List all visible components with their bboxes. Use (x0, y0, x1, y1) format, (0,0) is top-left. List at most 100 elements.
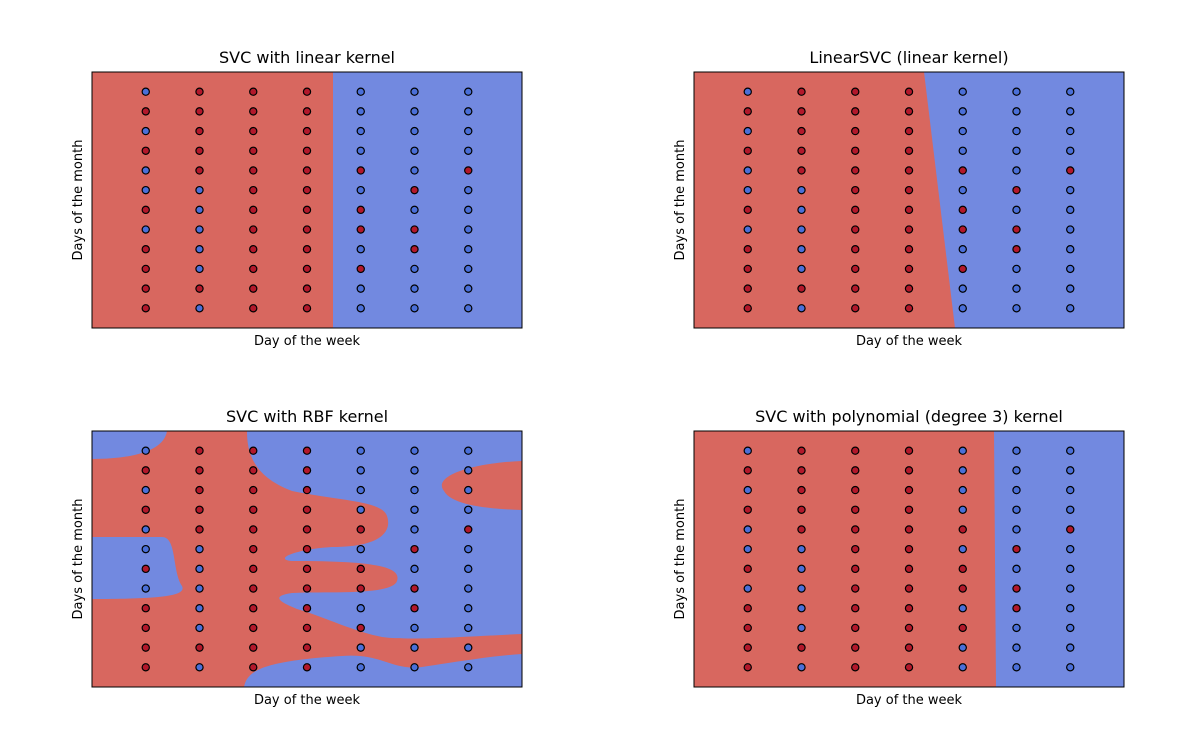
point (302, 146, 312, 155)
chart-title: LinearSVC (linear kernel) (809, 48, 1008, 67)
point (851, 205, 860, 215)
point (356, 304, 365, 313)
point (141, 564, 150, 574)
point (356, 225, 365, 234)
point (195, 146, 204, 155)
point (464, 643, 473, 652)
point (1012, 304, 1021, 313)
point (141, 205, 150, 215)
point (743, 604, 752, 613)
point (195, 126, 204, 136)
point (249, 564, 258, 574)
point (195, 544, 204, 554)
point (464, 225, 473, 234)
point (958, 107, 967, 116)
point (410, 584, 419, 593)
point (141, 505, 150, 514)
point (797, 505, 806, 514)
point (410, 185, 419, 195)
point (141, 623, 150, 633)
point (958, 604, 967, 613)
point (356, 205, 365, 215)
point (195, 505, 204, 514)
point (743, 107, 752, 116)
point (195, 525, 204, 534)
point (195, 564, 204, 574)
chart-title: SVC with RBF kernel (226, 407, 388, 426)
point (249, 284, 258, 293)
point (410, 564, 419, 574)
point (1012, 146, 1021, 155)
point (302, 663, 312, 672)
point (743, 525, 752, 534)
point (141, 643, 150, 652)
region (247, 431, 522, 639)
point (797, 225, 806, 234)
point (410, 623, 419, 633)
point (302, 126, 312, 136)
point (743, 225, 752, 234)
point (797, 544, 806, 554)
point (743, 166, 752, 175)
region (333, 72, 522, 328)
point (1066, 485, 1075, 495)
point (302, 225, 312, 234)
point (410, 466, 419, 475)
point (1012, 643, 1021, 652)
point (904, 623, 914, 633)
point (851, 564, 860, 574)
point (464, 205, 473, 215)
point (904, 544, 914, 554)
plot-frame (91, 71, 523, 329)
point (851, 126, 860, 136)
point (195, 623, 204, 633)
point (743, 126, 752, 136)
point (1012, 87, 1021, 96)
point (797, 564, 806, 574)
point (302, 107, 312, 116)
point (302, 446, 312, 455)
point (195, 584, 204, 593)
point (141, 446, 150, 455)
point (249, 485, 258, 495)
point (743, 623, 752, 633)
point (958, 126, 967, 136)
point (851, 304, 860, 313)
point (410, 525, 419, 534)
point (904, 126, 914, 136)
point (743, 146, 752, 155)
point (904, 185, 914, 195)
point (195, 284, 204, 293)
point (249, 264, 258, 274)
point (249, 304, 258, 313)
point (410, 166, 419, 175)
point (1066, 225, 1075, 234)
point (958, 166, 967, 175)
point (410, 107, 419, 116)
point (249, 604, 258, 613)
point (141, 166, 150, 175)
point (464, 264, 473, 274)
point (141, 245, 150, 254)
point (249, 643, 258, 652)
point (302, 87, 312, 96)
point (1012, 185, 1021, 195)
point (195, 225, 204, 234)
point (743, 245, 752, 254)
point (195, 166, 204, 175)
point (464, 584, 473, 593)
point (1066, 643, 1075, 652)
point (1066, 564, 1075, 574)
point (1066, 604, 1075, 613)
point (464, 166, 473, 175)
point (141, 485, 150, 495)
point (797, 166, 806, 175)
point (904, 446, 914, 455)
region (244, 654, 522, 687)
point (904, 304, 914, 313)
point (356, 643, 365, 652)
point (904, 466, 914, 475)
point (904, 107, 914, 116)
point (797, 185, 806, 195)
point (195, 643, 204, 652)
